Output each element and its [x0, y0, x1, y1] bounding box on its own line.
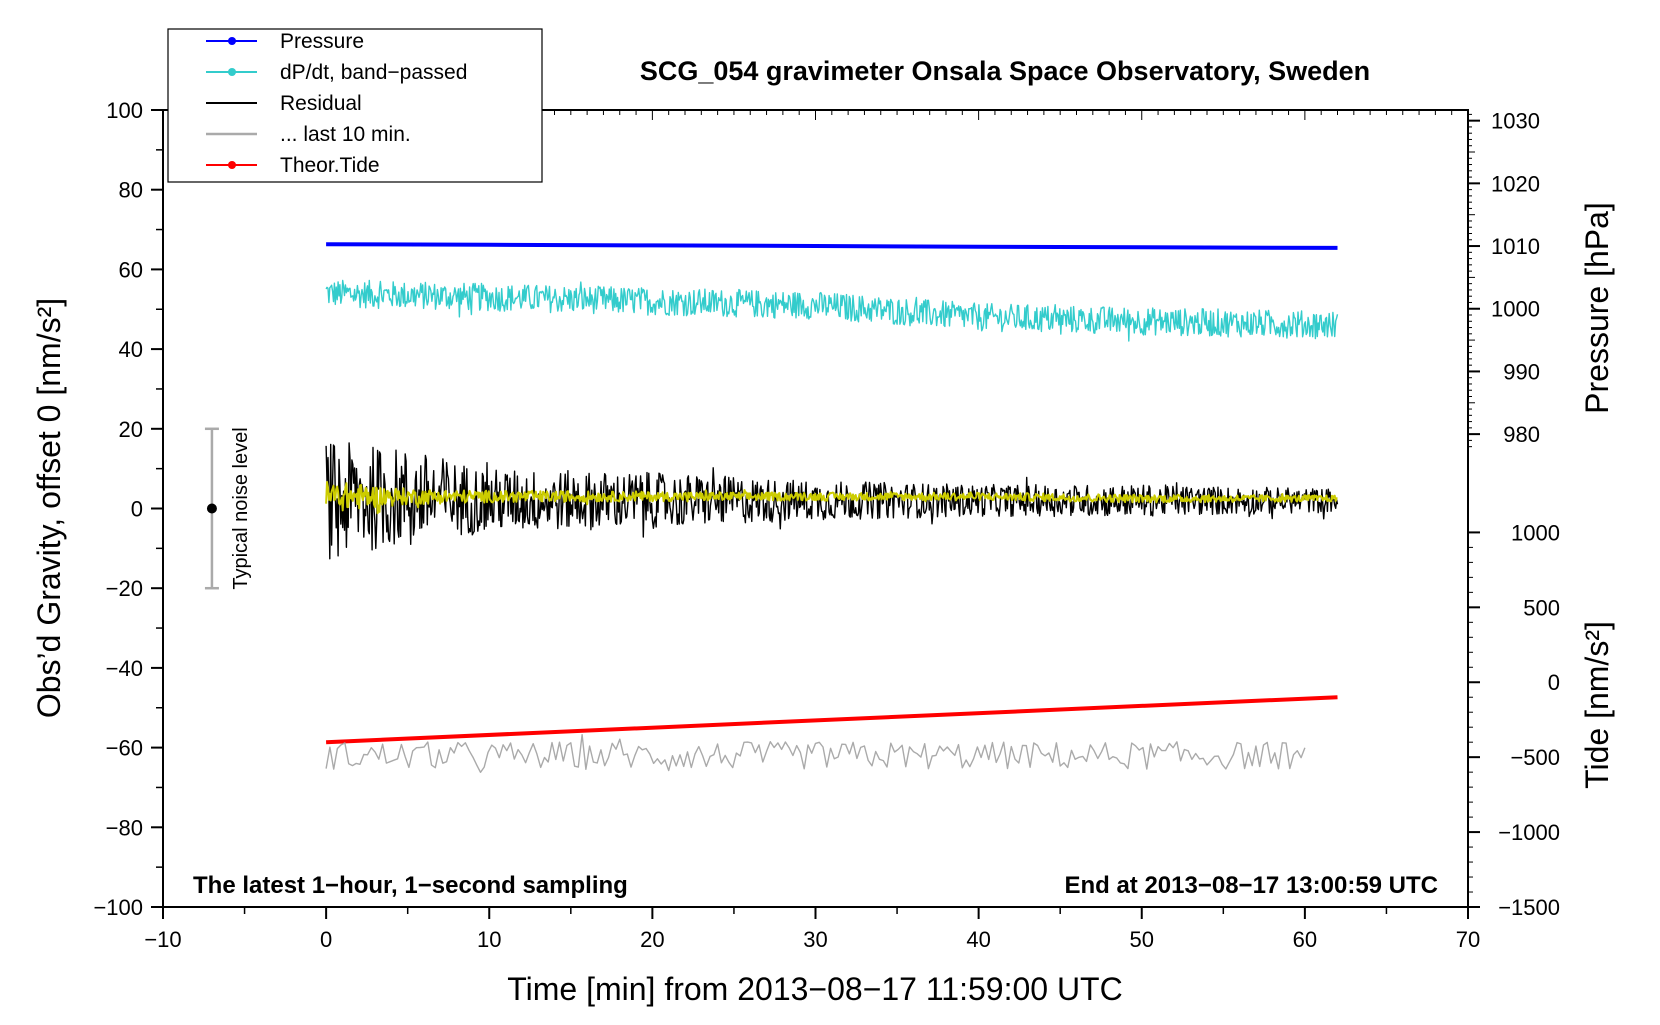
series-line-dp-dt-band-passed: [325, 279, 1339, 342]
x-axis: −10 0 10 20 30 40 50 60 70: [144, 110, 1480, 952]
series-line--last-10-min: [325, 734, 1306, 773]
legend-label: dP/dt, band−passed: [280, 61, 467, 84]
y-tick-label: 40: [119, 337, 143, 362]
legend-marker: [228, 161, 236, 169]
noise-center-dot: [206, 503, 217, 514]
legend-box: [167, 28, 543, 183]
legend-marker: [228, 68, 236, 76]
annotation-end-time: End at 2013−08−17 13:00:59 UTC: [1064, 872, 1438, 899]
series-layer: [325, 242, 1339, 773]
y-tick-label: 0: [131, 497, 143, 522]
legend-label: Pressure: [280, 30, 364, 53]
tide-tick-label: −500: [1510, 745, 1560, 770]
y-tick-label: 20: [119, 417, 143, 442]
pressure-tick-label: 980: [1503, 422, 1540, 447]
pressure-tick-label: 1000: [1491, 297, 1540, 322]
legend-marker: [228, 37, 236, 45]
y-tick-label: −40: [106, 656, 143, 681]
x-tick-label: 50: [1130, 927, 1154, 952]
y-tick-label: −20: [106, 576, 143, 601]
pressure-tick-label: 1030: [1491, 109, 1540, 134]
series-line-residual-smoothed: [325, 481, 1338, 515]
x-tick-label: 60: [1293, 927, 1317, 952]
tide-tick-label: −1500: [1498, 895, 1560, 920]
x-tick-label: 70: [1456, 927, 1480, 952]
series-line-pressure: [326, 242, 1338, 250]
tide-tick-label: −1000: [1498, 820, 1560, 845]
tide-tick-label: 500: [1523, 595, 1560, 620]
annotation-sampling: The latest 1−hour, 1−second sampling: [193, 872, 628, 899]
legend: Pressure dP/dt, band−passed Residual ... la…: [167, 28, 543, 183]
x-tick-label: 10: [477, 927, 501, 952]
tide-tick-label: 0: [1548, 670, 1560, 695]
pressure-tick-label: 1010: [1491, 234, 1540, 259]
legend-label: Theor.Tide: [280, 154, 380, 177]
x-tick-label: 40: [966, 927, 990, 952]
tide-tick-label: 1000: [1511, 520, 1560, 545]
x-tick-label: 0: [320, 927, 332, 952]
pressure-tick-label: 1020: [1491, 171, 1540, 196]
noise-indicator: Typical noise level: [204, 427, 252, 590]
tide-axis-title: Tide [nm/s²]: [1579, 621, 1615, 789]
y-axis-pressure: 980 990 1000 1010 1020 1030: [1468, 109, 1540, 448]
y-axis-title: Obs’d Gravity, offset 0 [nm/s²]: [31, 298, 67, 718]
x-tick-label: 30: [803, 927, 827, 952]
x-tick-label: −10: [144, 927, 181, 952]
pressure-tick-label: 990: [1503, 359, 1540, 384]
y-axis-tide: −1500 −1000 −500 0 500 1000: [1468, 520, 1560, 920]
y-tick-label: 80: [119, 178, 143, 203]
y-tick-label: 60: [119, 257, 143, 282]
y-tick-label: −80: [106, 815, 143, 840]
y-tick-label: −100: [93, 895, 143, 920]
x-axis-title: Time [min] from 2013−08−17 11:59:00 UTC: [507, 971, 1122, 1007]
y-tick-label: 100: [106, 98, 143, 123]
noise-label: Typical noise level: [230, 427, 252, 589]
series-line-theor-tide: [326, 695, 1338, 745]
pressure-axis-title: Pressure [hPa]: [1579, 202, 1615, 414]
y-axis-left: −100 −80 −60 −40 −20 0 20 40 60 80 100: [93, 98, 163, 920]
y-tick-label: −60: [106, 736, 143, 761]
chart-title: SCG_054 gravimeter Onsala Space Observat…: [640, 56, 1370, 86]
legend-label: ... last 10 min.: [280, 123, 411, 146]
legend-label: Residual: [280, 92, 362, 115]
x-tick-label: 20: [640, 927, 664, 952]
